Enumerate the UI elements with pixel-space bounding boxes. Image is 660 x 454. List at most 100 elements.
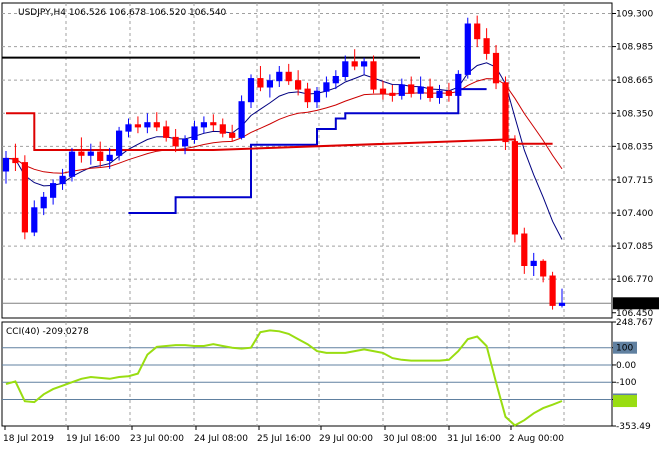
cci-pane[interactable] — [1, 321, 613, 427]
candle-body — [97, 151, 104, 162]
price-pane-border — [1, 2, 613, 319]
candle-body — [191, 126, 198, 141]
candle-body — [68, 151, 76, 177]
candle-body — [21, 162, 28, 233]
candle-body — [304, 88, 311, 103]
cci-axis-label: 0.00 — [616, 361, 636, 371]
time-axis-label: 31 Jul 16:00 — [447, 434, 501, 444]
price-axis-label: 108.985 — [616, 43, 653, 53]
current-price-label: 106.540 — [616, 299, 653, 309]
candle-body — [295, 80, 302, 90]
candle-body — [40, 196, 47, 209]
candle-body — [511, 141, 518, 235]
candle-body — [78, 151, 85, 156]
candle-body — [106, 154, 113, 162]
candle-body — [50, 183, 57, 198]
candle-body — [464, 23, 471, 75]
candle-body — [379, 88, 387, 94]
price-axis-label: 107.085 — [616, 242, 653, 252]
indicator-lines — [2, 56, 612, 304]
time-axis-label: 2 Aug 00:00 — [509, 434, 564, 444]
candle-body — [398, 84, 405, 96]
candle-body — [540, 260, 547, 277]
candle-body — [332, 76, 339, 84]
candle-body — [549, 275, 556, 306]
candle-body — [210, 122, 217, 126]
candle-body — [436, 90, 443, 98]
support-stair-line — [128, 88, 487, 214]
candle-body — [427, 86, 434, 98]
candle-body — [163, 126, 170, 138]
candle-body — [285, 71, 292, 82]
time-axis-label: 25 Jul 16:00 — [257, 434, 311, 444]
cci-layer — [2, 322, 612, 427]
candle-body — [521, 233, 528, 266]
cci-level-box — [613, 341, 637, 354]
time-axis-label: 23 Jul 00:00 — [130, 434, 184, 444]
candle-body — [342, 61, 349, 77]
time-axis-label: 30 Jul 08:00 — [383, 434, 437, 444]
candle-body — [276, 71, 283, 82]
price-axis-label: 107.400 — [616, 209, 653, 219]
cci-axis-label: 100 — [616, 344, 633, 354]
candle-body — [31, 207, 38, 233]
time-axis-label: 19 Jul 16:00 — [66, 434, 120, 444]
candle-body — [408, 84, 415, 94]
candle-body — [417, 86, 424, 94]
cci-current-box — [613, 395, 637, 408]
candle-body — [12, 157, 19, 164]
candle-body — [389, 92, 396, 96]
candle-body — [323, 82, 330, 92]
candle-body — [200, 122, 208, 128]
axis-labels: 18 Jul 2019 19 Jul 16:00 23 Jul 00:00 24 Ju… — [3, 10, 659, 444]
candle-body — [474, 23, 481, 40]
candle-body — [558, 302, 566, 306]
candle-body — [502, 82, 509, 143]
candle-body — [87, 151, 94, 156]
candle-body — [361, 61, 368, 67]
cci-axis-label: -353.49 — [616, 422, 651, 432]
candle-body — [351, 61, 358, 67]
candle-body — [313, 90, 321, 103]
cci-header: CCI(40) -209.0278 — [6, 327, 89, 337]
candle-body — [116, 130, 123, 156]
candle-body — [247, 78, 255, 103]
candle-body — [257, 78, 264, 88]
slow-ma-line — [5, 78, 563, 174]
candle-body — [59, 175, 66, 185]
cci-axis-label: -100 — [616, 378, 637, 388]
symbol-header: USDJPY,H4 106.526 106.678 106.520 106.54… — [18, 8, 227, 18]
price-axis-label: 107.715 — [616, 176, 653, 186]
candle-body — [2, 157, 10, 172]
price-axis-label: 108.035 — [616, 142, 653, 152]
price-axis-label: 108.665 — [616, 76, 653, 86]
cci-pane-border — [1, 321, 613, 427]
candle-body — [182, 139, 189, 147]
candles-group — [2, 15, 566, 310]
candle-body — [125, 124, 132, 132]
candle-body — [229, 132, 236, 138]
price-axis-label: 108.350 — [616, 109, 653, 119]
price-grid — [2, 3, 612, 318]
current-price-box — [613, 297, 659, 310]
price-pane[interactable] — [1, 2, 613, 319]
candle-body — [153, 122, 160, 128]
time-axis-label: 24 Jul 08:00 — [194, 434, 248, 444]
cci-line — [5, 329, 563, 427]
candle-body — [144, 122, 151, 128]
candle-body — [370, 61, 377, 90]
time-axis-label: 29 Jul 00:00 — [319, 434, 373, 444]
candle-body — [445, 90, 452, 96]
candle-body — [219, 124, 226, 134]
time-axis-label: 18 Jul 2019 — [3, 434, 54, 444]
price-axis-label: 109.300 — [616, 10, 653, 20]
candle-body — [266, 80, 273, 88]
price-axis-label: 106.770 — [616, 275, 653, 285]
candle-body — [238, 101, 245, 138]
price-axis-label: 106.450 — [616, 309, 653, 319]
cci-axis-label: 248.767 — [616, 318, 653, 328]
candle-body — [172, 136, 179, 147]
candle-body — [483, 38, 490, 54]
